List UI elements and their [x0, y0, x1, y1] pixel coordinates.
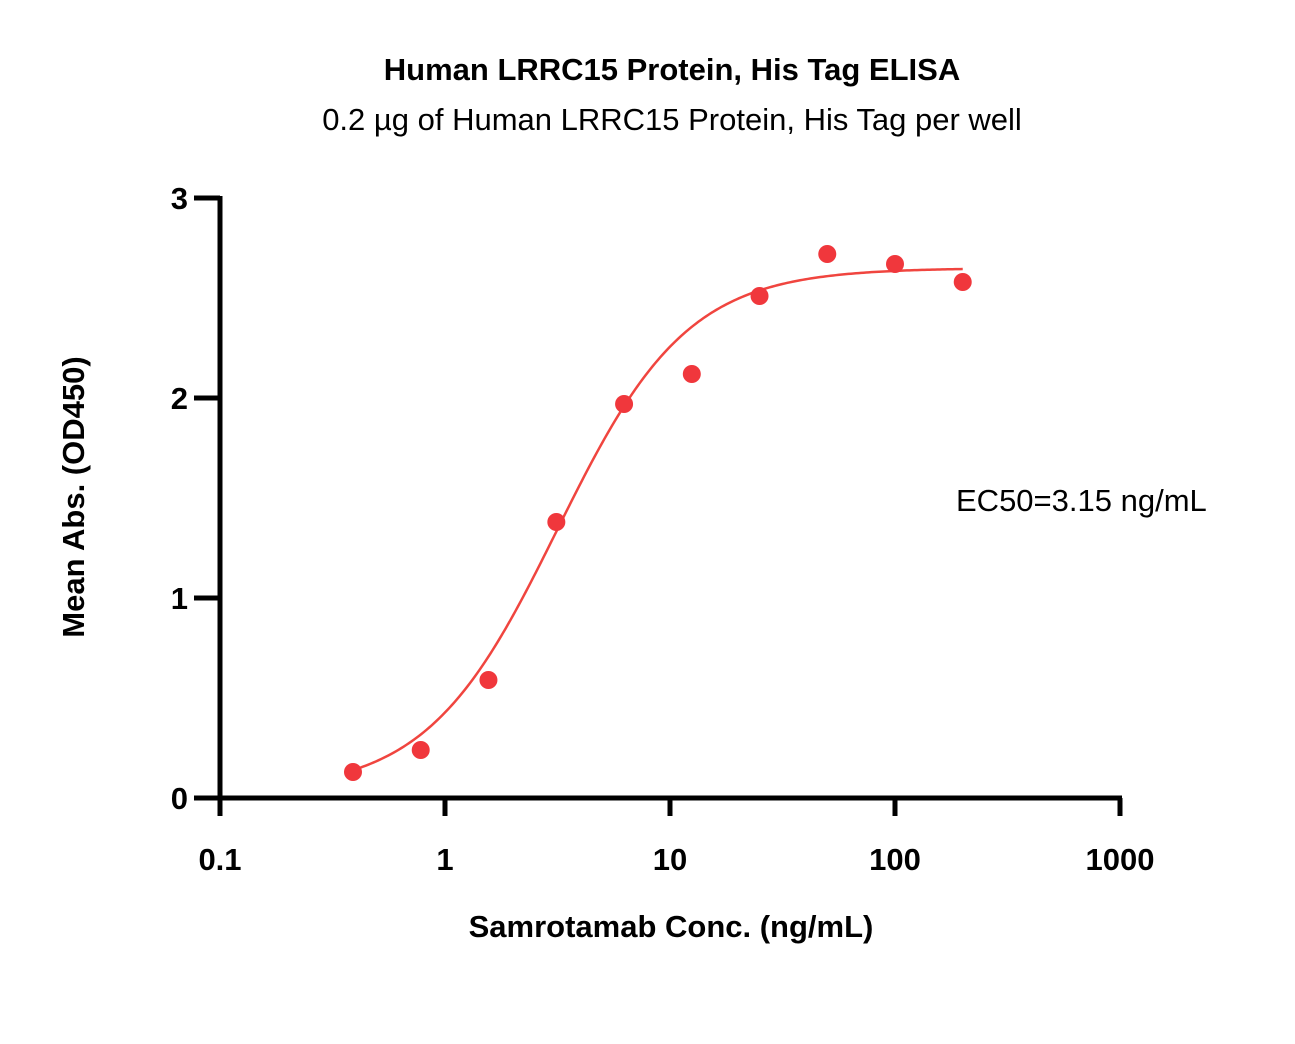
y-axis-ticks: 0 1 2 3: [171, 181, 220, 816]
ec50-annotation: EC50=3.15 ng/mL: [956, 483, 1207, 518]
data-point: [886, 255, 904, 273]
data-point: [411, 741, 430, 759]
x-tick-label: 0.1: [198, 842, 241, 877]
x-tick-label: 100: [869, 842, 921, 877]
data-point: [953, 273, 972, 291]
data-point: [682, 365, 701, 383]
fit-curve: [352, 267, 963, 772]
x-axis-ticks: 0.1 1 10 100 1000: [198, 798, 1154, 877]
x-axis-label: Samrotamab Conc. (ng/mL): [469, 909, 874, 944]
y-tick-label: 3: [171, 181, 188, 216]
data-point: [479, 671, 498, 689]
data-point: [750, 287, 769, 305]
data-point: [343, 763, 362, 781]
x-tick-label: 10: [653, 842, 687, 877]
data-point: [818, 245, 837, 263]
data-point: [547, 513, 566, 531]
x-tick-label: 1000: [1086, 842, 1155, 877]
chart-subtitle: 0.2 µg of Human LRRC15 Protein, His Tag …: [322, 102, 1022, 137]
x-tick-label: 1: [436, 842, 453, 877]
y-tick-label: 2: [171, 381, 188, 416]
data-point: [615, 395, 634, 413]
chart-title: Human LRRC15 Protein, His Tag ELISA: [384, 52, 960, 87]
plot-area: [343, 245, 972, 781]
y-axis-label: Mean Abs. (OD450): [56, 356, 91, 637]
y-tick-label: 0: [171, 781, 188, 816]
y-tick-label: 1: [171, 581, 188, 616]
